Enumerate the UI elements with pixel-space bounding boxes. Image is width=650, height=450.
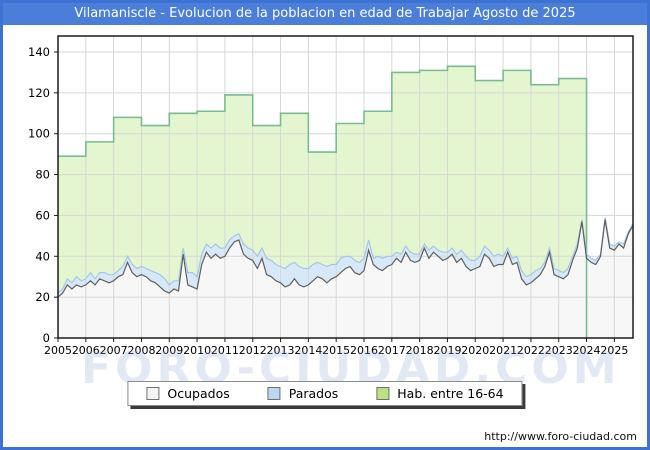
legend-item-ocupados: Ocupados	[146, 386, 230, 401]
svg-text:100: 100	[28, 127, 50, 141]
chart-title: Vilamaniscle - Evolucion de la poblacion…	[3, 3, 647, 25]
legend-item-parados: Parados	[267, 386, 339, 401]
svg-text:2005: 2005	[44, 344, 72, 357]
svg-text:2012: 2012	[239, 344, 267, 357]
legend-label-ocupados: Ocupados	[167, 386, 230, 401]
svg-text:2025: 2025	[600, 344, 628, 357]
svg-text:2019: 2019	[433, 344, 461, 357]
svg-text:2024: 2024	[573, 344, 601, 357]
legend-label-habitantes: Hab. entre 16-64	[397, 386, 504, 401]
svg-text:2010: 2010	[183, 344, 211, 357]
svg-text:20: 20	[35, 290, 50, 304]
svg-text:2017: 2017	[378, 344, 406, 357]
svg-text:2018: 2018	[406, 344, 434, 357]
svg-text:120: 120	[28, 86, 50, 100]
svg-text:2011: 2011	[211, 344, 239, 357]
svg-text:40: 40	[35, 249, 50, 263]
svg-text:2014: 2014	[294, 344, 322, 357]
chart-plot: 0 20 40 60 80 100 120 140 2005 2006 2007 2008 2009 20…	[3, 3, 647, 447]
svg-text:2016: 2016	[350, 344, 378, 357]
svg-text:2007: 2007	[100, 344, 128, 357]
parados-swatch-icon	[267, 387, 281, 400]
footer-url-link[interactable]: http://www.foro-ciudad.com	[484, 430, 637, 443]
svg-text:2008: 2008	[127, 344, 155, 357]
svg-text:0: 0	[43, 331, 50, 345]
svg-text:80: 80	[35, 168, 50, 182]
svg-text:2006: 2006	[72, 344, 100, 357]
habitantes-swatch-icon	[376, 387, 390, 400]
svg-text:2023: 2023	[545, 344, 573, 357]
svg-text:2020: 2020	[461, 344, 489, 357]
legend-label-parados: Parados	[288, 386, 339, 401]
legend: Ocupados Parados Hab. entre 16-64	[127, 381, 523, 406]
svg-text:2021: 2021	[489, 344, 517, 357]
svg-text:2013: 2013	[267, 344, 295, 357]
svg-text:2015: 2015	[322, 344, 350, 357]
ocupados-swatch-icon	[146, 387, 160, 400]
svg-text:140: 140	[28, 45, 50, 59]
legend-item-habitantes: Hab. entre 16-64	[376, 386, 504, 401]
svg-text:2022: 2022	[517, 344, 545, 357]
svg-text:60: 60	[35, 208, 50, 222]
svg-text:2009: 2009	[155, 344, 183, 357]
